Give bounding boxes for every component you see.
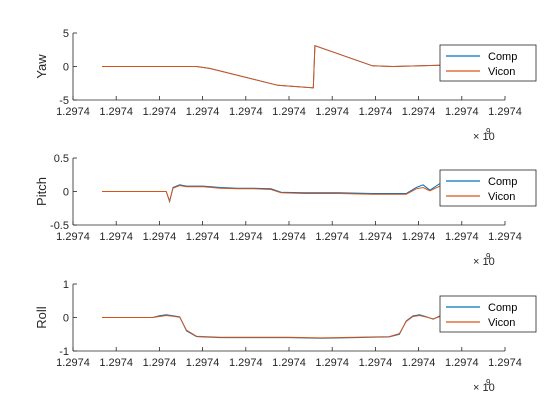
x-exponent-power: 9: [486, 252, 491, 261]
y-axis-label: Roll: [34, 306, 49, 329]
x-tick-label: 1.2974: [315, 106, 349, 118]
y-axis-label: Yaw: [34, 54, 49, 79]
y-tick-label: 0: [63, 62, 69, 74]
x-tick-label: 1.2974: [143, 106, 177, 118]
series-line-vicon: [102, 45, 441, 89]
legend-label-comp: Comp: [488, 302, 517, 314]
series-line-vicon: [102, 314, 441, 339]
x-tick-label: 1.2974: [315, 357, 349, 369]
legend-label-comp: Comp: [488, 176, 517, 188]
x-tick-label: 1.2974: [488, 106, 522, 118]
x-tick-label: 1.2974: [143, 357, 177, 369]
legend-label-vicon: Vicon: [488, 66, 515, 78]
legend: Comp Vicon: [439, 169, 537, 207]
y-tick-label: 5: [63, 28, 69, 40]
legend-label-vicon: Vicon: [488, 317, 515, 329]
legend-box: [439, 44, 537, 82]
x-tick-label: 1.2974: [186, 231, 220, 243]
legend-box: [439, 169, 537, 207]
x-tick-label: 1.2974: [359, 357, 393, 369]
subplot-yaw: 50-51.2974 1.2974 1.2974 1.2974 1.2974 1.2974…: [34, 28, 537, 143]
x-exponent-label: × 10: [473, 256, 495, 268]
y-tick-label: 0.5: [54, 153, 69, 165]
y-tick-label: 1: [63, 279, 69, 291]
x-tick-label: 1.2974: [229, 231, 263, 243]
x-tick-label: 1.2974: [99, 357, 133, 369]
x-tick-label: 1.2974: [186, 106, 220, 118]
x-tick-label: 1.2974: [359, 231, 393, 243]
x-tick-label: 1.2974: [402, 106, 436, 118]
y-tick-label: -5: [59, 95, 69, 107]
y-tick-label: 0: [63, 313, 69, 325]
subplot-pitch: 0.50-0.51.2974 1.2974 1.2974 1.2974 1.2974 1.…: [34, 153, 537, 268]
x-tick-label: 1.2974: [99, 231, 133, 243]
x-tick-label: 1.2974: [272, 357, 306, 369]
x-tick-label: 1.2974: [488, 357, 522, 369]
x-exponent-label: × 10: [473, 131, 495, 143]
x-exponent-power: 9: [486, 378, 491, 387]
legend-label-vicon: Vicon: [488, 191, 515, 203]
series-line-vicon: [102, 184, 441, 203]
x-tick-label: 1.2974: [272, 106, 306, 118]
x-tick-label: 1.2974: [359, 106, 393, 118]
x-tick-label: 1.2974: [229, 357, 263, 369]
x-exponent-power: 9: [486, 127, 491, 136]
legend-label-comp: Comp: [488, 51, 517, 63]
x-tick-label: 1.2974: [315, 231, 349, 243]
x-tick-label: 1.2974: [402, 357, 436, 369]
legend: Comp Vicon: [439, 295, 537, 333]
subplot-roll: 10-11.2974 1.2974 1.2974 1.2974 1.2974 1.2974…: [34, 279, 537, 394]
x-tick-label: 1.2974: [229, 106, 263, 118]
y-tick-label: -0.5: [50, 220, 69, 232]
x-tick-label: 1.2974: [143, 231, 177, 243]
x-tick-label: 1.2974: [445, 106, 479, 118]
x-tick-label: 1.2974: [56, 106, 90, 118]
x-exponent-label: × 10: [473, 382, 495, 394]
y-tick-label: -1: [59, 346, 69, 358]
legend: Comp Vicon: [439, 44, 537, 82]
x-tick-label: 1.2974: [186, 357, 220, 369]
x-tick-label: 1.2974: [99, 106, 133, 118]
x-tick-label: 1.2974: [445, 231, 479, 243]
x-tick-label: 1.2974: [56, 231, 90, 243]
x-tick-label: 1.2974: [272, 231, 306, 243]
x-tick-label: 1.2974: [488, 231, 522, 243]
y-axis-label: Pitch: [34, 177, 49, 206]
y-tick-label: 0: [63, 187, 69, 199]
x-tick-label: 1.2974: [445, 357, 479, 369]
x-tick-label: 1.2974: [402, 231, 436, 243]
x-tick-label: 1.2974: [56, 357, 90, 369]
legend-box: [439, 295, 537, 333]
